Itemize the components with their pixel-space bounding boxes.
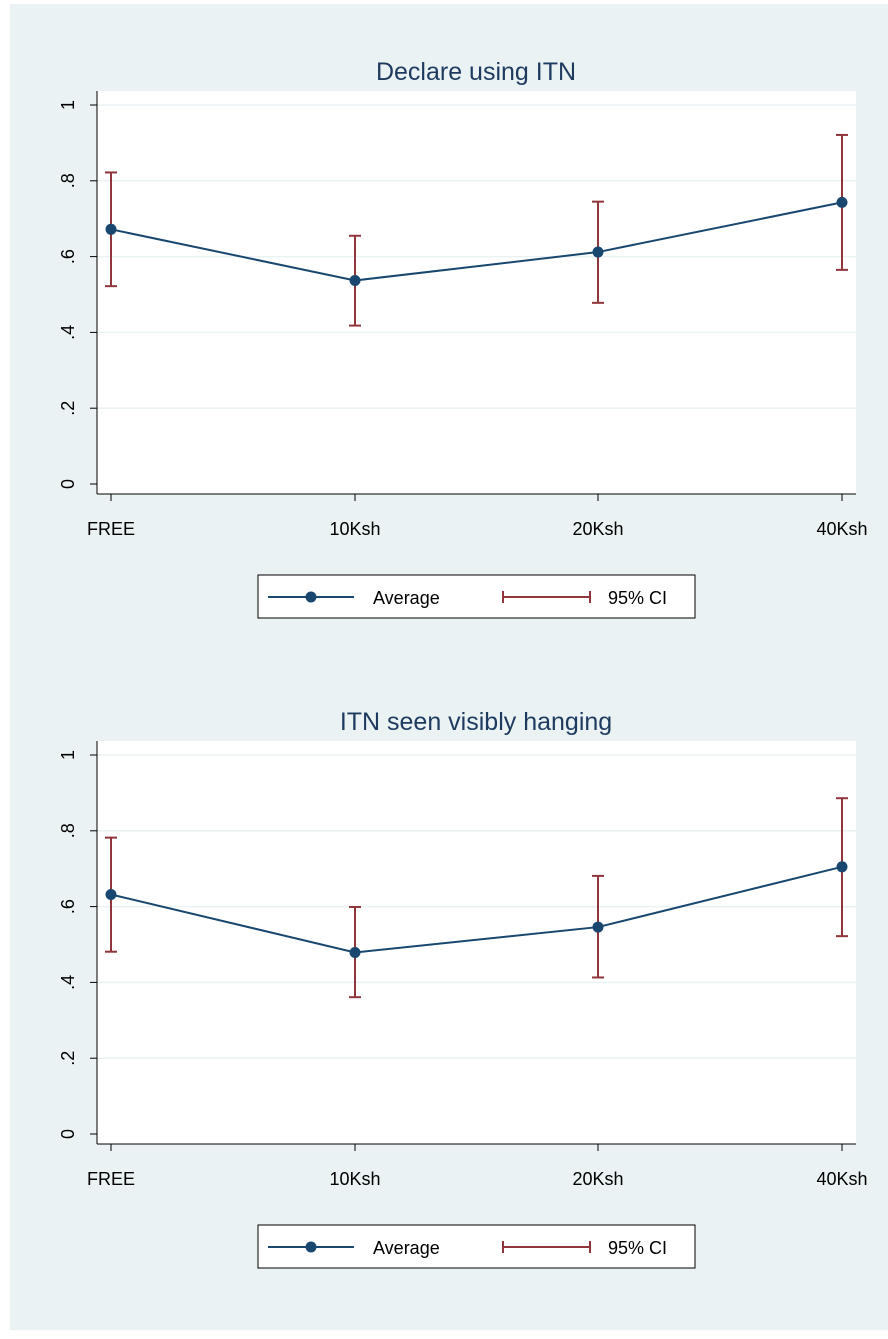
chart-panel-itn-seen-visibly-hanging: ITN seen visibly hanging 0 .2 .4 .6 .8 1… (58, 708, 868, 1269)
y-tick-label: .6 (58, 249, 78, 264)
legend: Average 95% CI (257, 574, 696, 619)
legend-ci-label: 95% CI (608, 588, 667, 608)
x-axis: FREE 10Ksh 20Ksh 40Ksh (87, 493, 868, 539)
y-tick-label: 1 (58, 750, 78, 760)
x-tick-label: 20Ksh (572, 519, 623, 539)
series-line-average (110, 201, 843, 282)
data-point-average (592, 921, 604, 933)
y-tick-label: .4 (58, 325, 78, 340)
series-line-average (110, 865, 843, 954)
x-tick-label: FREE (87, 519, 135, 539)
y-tick-label: .2 (58, 1051, 78, 1066)
chart-title: ITN seen visibly hanging (340, 708, 612, 736)
legend-average-label: Average (373, 1238, 440, 1258)
y-tick-label: 1 (58, 100, 78, 110)
x-axis: FREE 10Ksh 20Ksh 40Ksh (87, 1143, 868, 1189)
y-tick-marks (90, 104, 97, 485)
x-tick-label: FREE (87, 1169, 135, 1189)
y-tick-label: 0 (58, 479, 78, 489)
legend-ci-label: 95% CI (608, 1238, 667, 1258)
data-point-average (592, 246, 604, 258)
legend-average-marker (305, 1241, 317, 1253)
legend-average-marker (305, 591, 317, 603)
data-point-average (349, 946, 361, 958)
x-tick-label: 10Ksh (329, 1169, 380, 1189)
plot-area (97, 741, 856, 1144)
y-axis: 0 .2 .4 .6 .8 1 (58, 741, 98, 1144)
grid-lines (97, 104, 856, 409)
legend: Average 95% CI (257, 1224, 696, 1269)
data-point-average (349, 274, 361, 286)
x-tick-label: 40Ksh (816, 519, 867, 539)
data-marks (105, 797, 848, 999)
data-marks (105, 133, 848, 327)
x-tick-label: 20Ksh (572, 1169, 623, 1189)
data-point-average (836, 861, 848, 873)
plot-area (97, 91, 856, 494)
x-tick-marks (110, 494, 843, 501)
y-tick-label: .6 (58, 899, 78, 914)
x-tick-label: 40Ksh (816, 1169, 867, 1189)
y-tick-label: .8 (58, 823, 78, 838)
y-tick-marks (90, 754, 97, 1135)
grid-lines (97, 754, 856, 1059)
chart-title: Declare using ITN (376, 58, 576, 86)
y-tick-label: .2 (58, 401, 78, 416)
legend-average-label: Average (373, 588, 440, 608)
y-tick-label: 0 (58, 1129, 78, 1139)
data-point-average (105, 223, 117, 235)
y-tick-label: .8 (58, 173, 78, 188)
chart-panel-declare-using-itn: Declare using ITN 0 .2 .4 .6 .8 1 FREE 1… (58, 58, 868, 619)
x-tick-label: 10Ksh (329, 519, 380, 539)
x-tick-marks (110, 1144, 843, 1151)
data-point-average (836, 196, 848, 208)
data-point-average (105, 888, 117, 900)
y-axis: 0 .2 .4 .6 .8 1 (58, 91, 98, 494)
y-tick-label: .4 (58, 975, 78, 990)
